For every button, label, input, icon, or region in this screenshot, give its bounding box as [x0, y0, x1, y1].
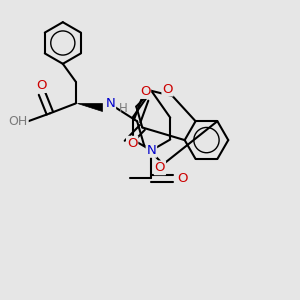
Text: O: O	[162, 82, 173, 96]
Text: O: O	[140, 85, 150, 98]
Text: N: N	[106, 97, 115, 110]
Text: O: O	[127, 137, 137, 150]
Polygon shape	[77, 103, 102, 111]
Text: OH: OH	[9, 115, 28, 128]
Text: O: O	[177, 172, 187, 184]
Text: N: N	[146, 144, 156, 157]
Text: H: H	[119, 102, 128, 115]
Text: O: O	[36, 79, 46, 92]
Text: O: O	[155, 161, 165, 174]
